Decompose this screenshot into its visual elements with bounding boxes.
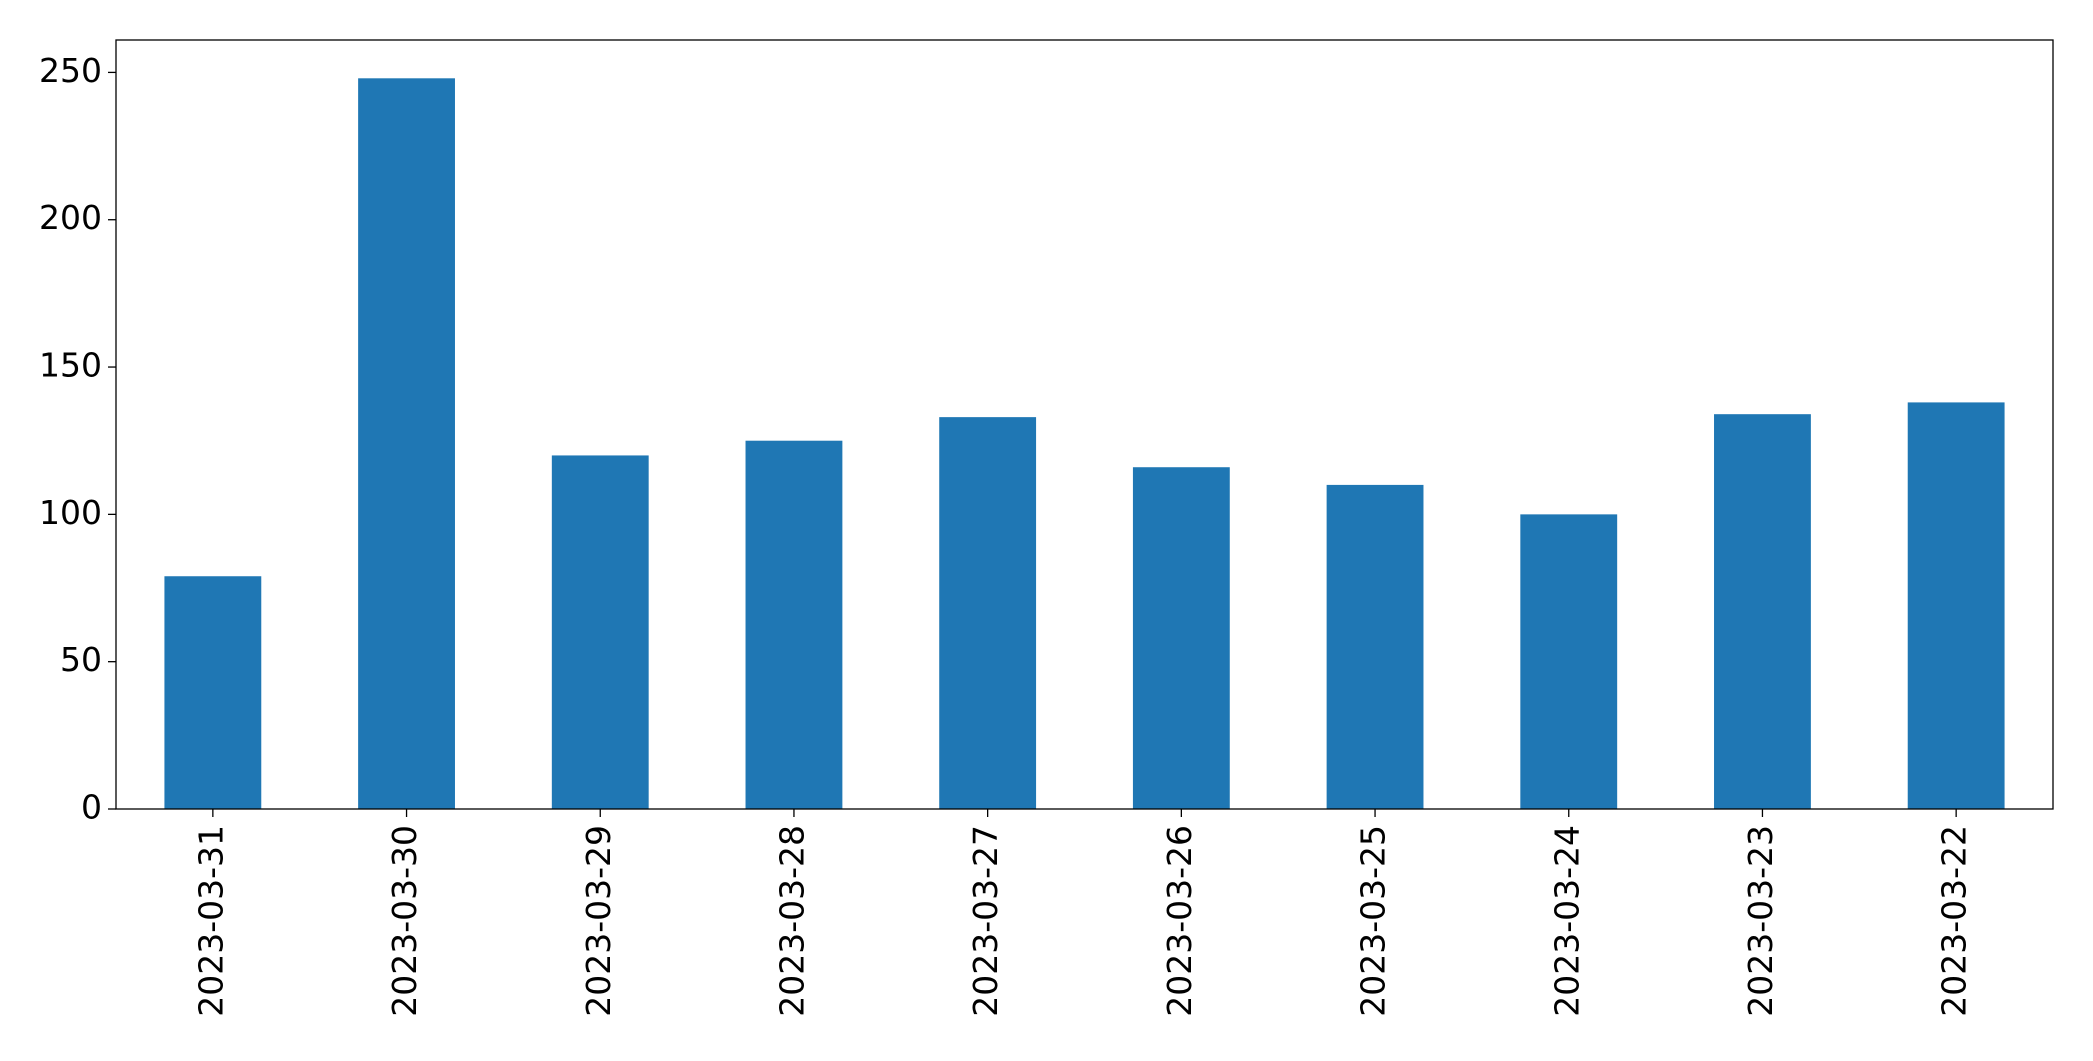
bar: [939, 417, 1037, 809]
x-tick-label: 2023-03-23: [1741, 825, 1780, 1017]
y-tick-label: 200: [39, 198, 102, 237]
y-tick-label: 100: [39, 493, 102, 532]
bar: [1520, 514, 1618, 809]
x-tick-label: 2023-03-25: [1354, 825, 1393, 1017]
bar: [1132, 467, 1230, 809]
y-tick-label: 50: [60, 640, 102, 679]
x-tick-label: 2023-03-29: [579, 825, 618, 1017]
bar: [358, 78, 455, 810]
bar: [551, 455, 649, 809]
y-tick-label: 0: [81, 788, 102, 827]
x-tick-label: 2023-03-26: [1160, 825, 1199, 1017]
bar: [745, 440, 843, 809]
x-tick-label: 2023-03-28: [772, 825, 811, 1017]
bar: [1326, 484, 1424, 809]
x-tick-label: 2023-03-30: [385, 825, 424, 1017]
bar: [1907, 402, 2005, 809]
x-tick-label: 2023-03-22: [1935, 825, 1974, 1017]
plot-frame: [115, 39, 2054, 810]
x-tick-label: 2023-03-24: [1547, 825, 1586, 1017]
x-tick-label: 2023-03-31: [191, 825, 230, 1017]
bar: [1714, 414, 1811, 809]
y-tick-label: 250: [39, 51, 102, 90]
y-tick-label: 150: [39, 346, 102, 385]
bar: [164, 576, 262, 809]
x-tick-label: 2023-03-27: [966, 825, 1005, 1017]
